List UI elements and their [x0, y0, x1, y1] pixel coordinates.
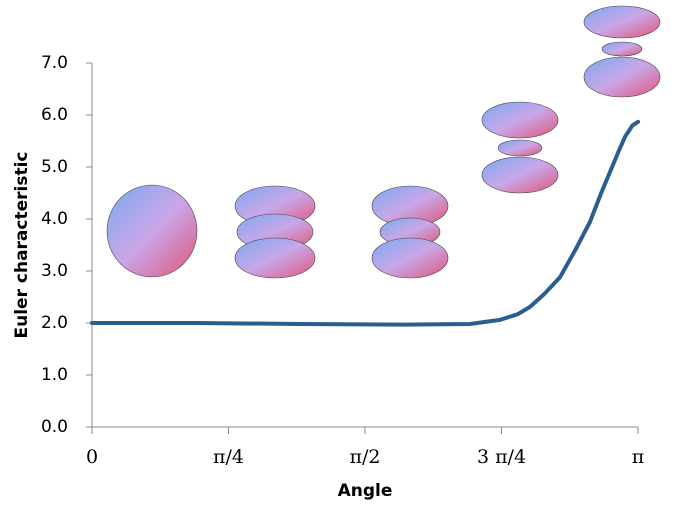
- x-tick-label: 0: [86, 446, 98, 468]
- x-tick-label: π/2: [350, 446, 381, 468]
- x-tick-label: π/4: [213, 446, 244, 468]
- y-tick-label: 0.0: [41, 417, 68, 437]
- y-axis-title: Euler characteristic: [12, 152, 32, 339]
- x-tick-label: 3 π/4: [477, 446, 526, 468]
- x-axis-title: Angle: [338, 481, 393, 501]
- y-tick-label: 5.0: [41, 157, 68, 177]
- x-tick-label: π: [632, 446, 645, 468]
- y-tick-label: 4.0: [41, 209, 68, 229]
- y-tick-label: 7.0: [41, 53, 68, 73]
- y-tick-label: 3.0: [41, 261, 68, 281]
- chart: Angle Euler characteristic 0.0 1.0 2.0 3.0 4…: [0, 0, 676, 506]
- page: Angle Euler characteristic 0.0 1.0 2.0 3.0 4…: [0, 0, 676, 506]
- y-tick-label: 1.0: [41, 365, 68, 385]
- shape-icons: [107, 6, 660, 278]
- y-tick-label: 2.0: [41, 313, 68, 333]
- y-tick-label: 6.0: [41, 105, 68, 125]
